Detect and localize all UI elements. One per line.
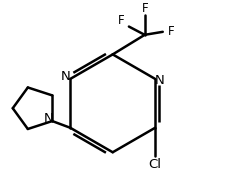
Text: N: N: [61, 71, 70, 84]
Text: F: F: [168, 25, 174, 38]
Text: N: N: [155, 74, 165, 87]
Text: F: F: [142, 2, 149, 15]
Text: F: F: [118, 14, 125, 27]
Text: N: N: [43, 112, 53, 125]
Text: Cl: Cl: [149, 158, 162, 171]
